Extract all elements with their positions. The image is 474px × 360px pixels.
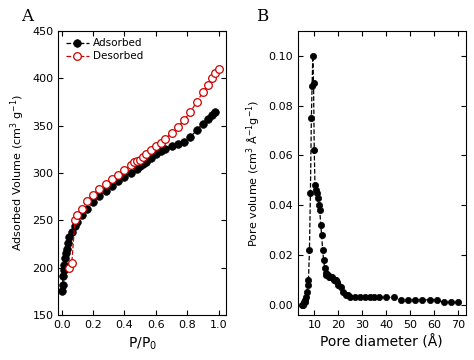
- Adsorbed: [90, 200, 96, 204]
- Adsorbed: [62, 256, 68, 260]
- Desorbed: [74, 213, 80, 217]
- Adsorbed: [210, 113, 215, 117]
- Desorbed: [148, 148, 154, 152]
- Adsorbed: [140, 162, 146, 167]
- Desorbed: [210, 76, 215, 80]
- Desorbed: [121, 168, 127, 172]
- Desorbed: [144, 152, 149, 156]
- Desorbed: [194, 100, 200, 104]
- Adsorbed: [169, 144, 174, 149]
- Adsorbed: [115, 179, 121, 184]
- Adsorbed: [65, 241, 71, 245]
- Adsorbed: [60, 274, 66, 278]
- Desorbed: [216, 67, 221, 71]
- Adsorbed: [60, 282, 65, 287]
- Desorbed: [131, 160, 137, 165]
- Adsorbed: [205, 117, 210, 121]
- Adsorbed: [84, 207, 90, 211]
- Desorbed: [205, 83, 210, 87]
- Adsorbed: [109, 184, 115, 188]
- X-axis label: Pore diameter (Å): Pore diameter (Å): [320, 335, 443, 350]
- Adsorbed: [67, 235, 73, 239]
- Desorbed: [181, 118, 187, 122]
- Desorbed: [134, 158, 140, 163]
- Desorbed: [67, 265, 73, 270]
- Adsorbed: [148, 156, 154, 160]
- Adsorbed: [69, 229, 75, 234]
- Y-axis label: Pore volume (cm$^3$ Å$^{-1}$g$^{-1}$): Pore volume (cm$^3$ Å$^{-1}$g$^{-1}$): [244, 99, 263, 247]
- Adsorbed: [158, 149, 164, 153]
- Adsorbed: [128, 171, 134, 175]
- Adsorbed: [175, 142, 181, 147]
- Desorbed: [79, 207, 85, 211]
- Adsorbed: [144, 159, 149, 164]
- Adsorbed: [103, 189, 109, 193]
- Desorbed: [140, 154, 146, 159]
- Text: A: A: [21, 8, 34, 25]
- Adsorbed: [59, 289, 65, 293]
- Desorbed: [128, 163, 134, 167]
- X-axis label: P/P$_0$: P/P$_0$: [128, 335, 157, 352]
- Adsorbed: [163, 147, 168, 151]
- Line: Adsorbed: Adsorbed: [58, 108, 219, 295]
- Desorbed: [200, 90, 206, 95]
- Adsorbed: [61, 268, 67, 273]
- Desorbed: [103, 182, 109, 186]
- Adsorbed: [213, 110, 219, 114]
- Adsorbed: [62, 262, 67, 267]
- Desorbed: [137, 157, 143, 162]
- Desorbed: [169, 131, 174, 135]
- Adsorbed: [153, 152, 159, 156]
- Desorbed: [153, 144, 159, 149]
- Adsorbed: [200, 121, 206, 126]
- Desorbed: [188, 110, 193, 114]
- Adsorbed: [79, 213, 85, 217]
- Text: B: B: [255, 8, 268, 25]
- Y-axis label: Adsorbed Volume (cm$^3$ g$^{-1}$): Adsorbed Volume (cm$^3$ g$^{-1}$): [9, 95, 27, 251]
- Line: Desorbed: Desorbed: [65, 65, 222, 271]
- Desorbed: [115, 172, 121, 177]
- Desorbed: [96, 187, 102, 191]
- Adsorbed: [188, 135, 193, 139]
- Legend: Adsorbed, Desorbed: Adsorbed, Desorbed: [64, 36, 145, 63]
- Desorbed: [109, 177, 115, 182]
- Desorbed: [158, 140, 164, 145]
- Adsorbed: [74, 220, 80, 224]
- Adsorbed: [134, 167, 140, 171]
- Desorbed: [84, 199, 90, 203]
- Desorbed: [163, 137, 168, 141]
- Desorbed: [175, 125, 181, 130]
- Adsorbed: [72, 224, 78, 228]
- Desorbed: [90, 193, 96, 197]
- Adsorbed: [121, 175, 127, 179]
- Adsorbed: [63, 251, 69, 256]
- Desorbed: [213, 70, 219, 75]
- Desorbed: [72, 218, 78, 222]
- Adsorbed: [64, 247, 70, 251]
- Desorbed: [69, 261, 75, 265]
- Adsorbed: [137, 164, 143, 168]
- Adsorbed: [194, 128, 200, 132]
- Adsorbed: [96, 193, 102, 198]
- Adsorbed: [181, 139, 187, 144]
